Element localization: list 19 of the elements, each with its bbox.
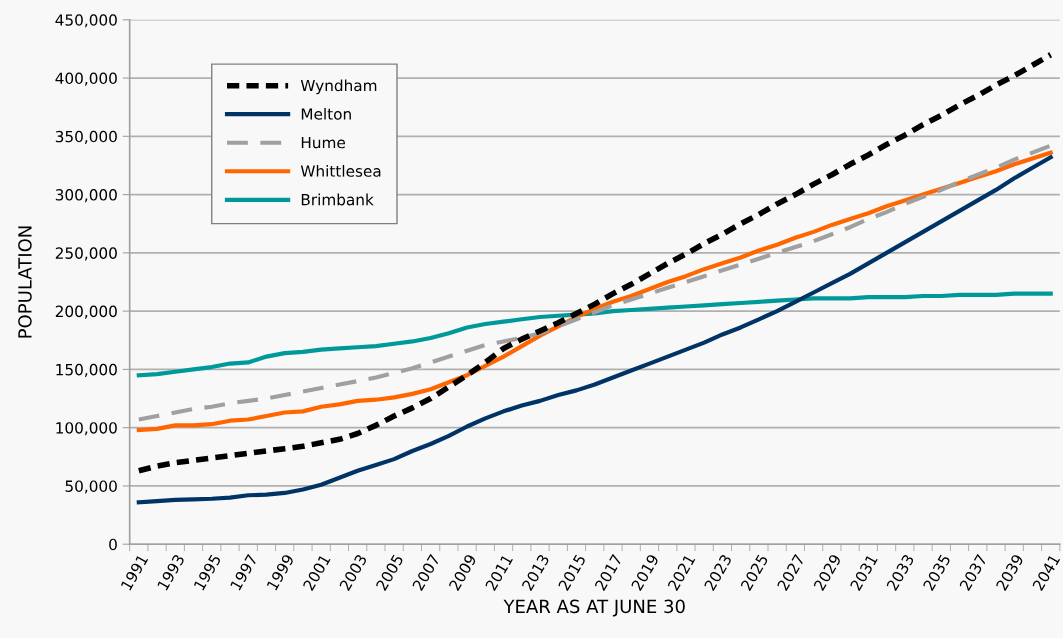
line-series xyxy=(136,155,1053,505)
y-tick-label: 100,000 xyxy=(56,422,117,436)
legend-label: Hume xyxy=(301,136,345,149)
y-tick-label: 300,000 xyxy=(55,189,117,203)
y-axis-title: POPULATION xyxy=(18,226,32,338)
y-tick-label: 450,000 xyxy=(55,14,117,28)
y-tick-label: 400,000 xyxy=(55,72,117,86)
y-tick-label: 50,000 xyxy=(65,480,117,494)
legend-label: Whittlesea xyxy=(300,165,381,177)
y-tick-label: 0 xyxy=(109,538,117,551)
x-axis-title: YEAR AS AT JUNE 30 xyxy=(503,599,685,617)
y-tick-label: 350,000 xyxy=(55,130,117,144)
y-tick-label: 150,000 xyxy=(56,363,117,377)
y-tick-label: 250,000 xyxy=(55,247,117,261)
y-tick-label: 200,000 xyxy=(55,305,117,319)
line-series xyxy=(136,291,1053,378)
legend-label: Wyndham xyxy=(300,79,377,95)
legend-label: Melton xyxy=(301,107,351,120)
legend-label: Brimbank xyxy=(301,193,374,206)
